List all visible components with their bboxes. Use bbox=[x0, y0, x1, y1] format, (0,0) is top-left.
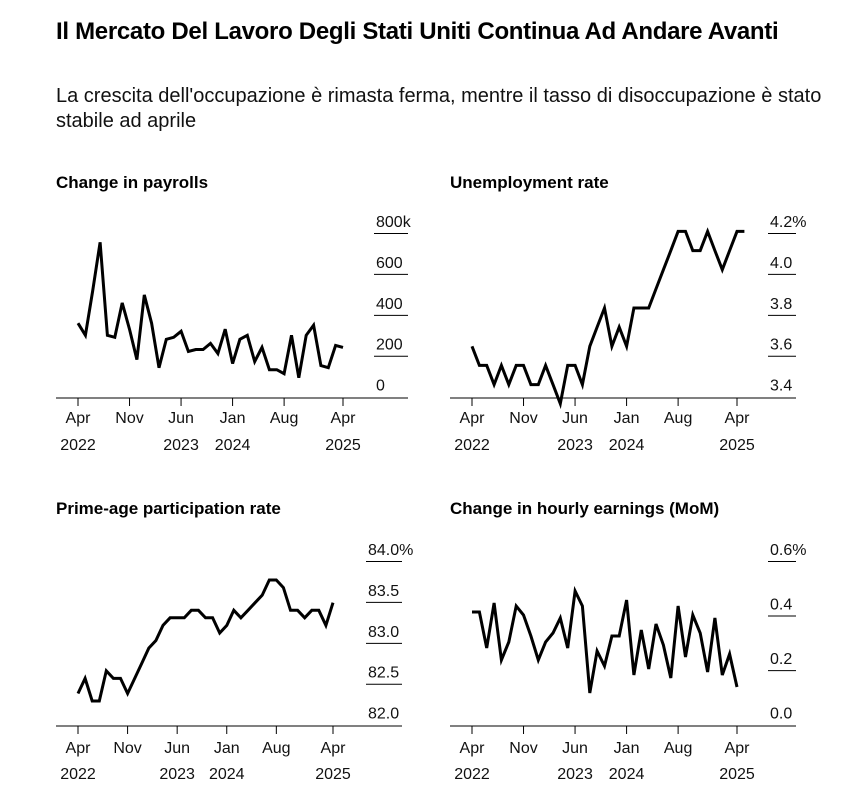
panel-payrolls: Change in payrolls 800k 600 400 200 0 Apr 2022 N… bbox=[56, 173, 412, 454]
x-tick-label: 2024 bbox=[609, 766, 645, 783]
y-tick-label: 0.0 bbox=[770, 706, 792, 723]
x-tick-label: 2024 bbox=[215, 437, 251, 454]
y-tick-label: 84.0% bbox=[368, 542, 413, 559]
x-tick-label: Jun bbox=[164, 740, 190, 757]
x-tick-label: Jan bbox=[220, 410, 246, 427]
y-tick-label: 0.6% bbox=[770, 542, 806, 559]
chart-subtitle: La crescita dell'occupazione è rimasta f… bbox=[56, 85, 822, 132]
panel-title: Change in hourly earnings (MoM) bbox=[450, 499, 719, 518]
x-tick-label: Nov bbox=[509, 410, 537, 427]
x-tick-label: Apr bbox=[66, 410, 92, 427]
series-line bbox=[470, 227, 745, 410]
x-tick-label: 2024 bbox=[609, 437, 645, 454]
x-tick-label: Aug bbox=[262, 740, 290, 757]
x-tick-label: Apr bbox=[321, 740, 347, 757]
y-tick-label: 83.0 bbox=[368, 624, 399, 641]
x-tick-label: Aug bbox=[664, 410, 692, 427]
y-tick-label: 4.2% bbox=[770, 214, 806, 231]
y-tick-label: 3.6 bbox=[770, 337, 792, 354]
y-tick-label: 200 bbox=[376, 337, 403, 354]
series-line bbox=[76, 578, 335, 703]
x-tick-label: 2023 bbox=[557, 766, 593, 783]
x-tick-label: Nov bbox=[113, 740, 141, 757]
x-tick-label: Apr bbox=[725, 740, 751, 757]
y-tick-label: 800k bbox=[376, 214, 412, 231]
x-tick-label: Apr bbox=[460, 740, 486, 757]
x-tick-label: Apr bbox=[66, 740, 92, 757]
x-tick-label: Nov bbox=[509, 740, 537, 757]
x-tick-label: 2022 bbox=[60, 766, 96, 783]
y-tick-label: 83.5 bbox=[368, 583, 399, 600]
y-tick-label: 3.8 bbox=[770, 296, 792, 313]
x-tick-label: 2024 bbox=[209, 766, 245, 783]
x-tick-label: Jun bbox=[562, 410, 588, 427]
x-tick-label: Jun bbox=[562, 740, 588, 757]
x-tick-label: Aug bbox=[664, 740, 692, 757]
x-tick-label: 2025 bbox=[325, 437, 361, 454]
x-tick-label: Aug bbox=[270, 410, 298, 427]
y-tick-label: 0 bbox=[376, 378, 385, 395]
x-tick-label: 2025 bbox=[719, 437, 755, 454]
x-tick-label: Apr bbox=[331, 410, 357, 427]
x-tick-label: 2025 bbox=[719, 766, 755, 783]
x-tick-label: Jan bbox=[614, 740, 640, 757]
x-tick-label: Apr bbox=[725, 410, 751, 427]
x-tick-label: 2025 bbox=[315, 766, 351, 783]
y-tick-label: 4.0 bbox=[770, 255, 792, 272]
panel-title: Unemployment rate bbox=[450, 173, 609, 192]
y-tick-label: 0.2 bbox=[770, 651, 792, 668]
y-tick-label: 400 bbox=[376, 296, 403, 313]
series-line bbox=[76, 242, 344, 379]
x-tick-label: 2023 bbox=[159, 766, 195, 783]
x-tick-label: Nov bbox=[115, 410, 143, 427]
panel-unemployment-rate: Unemployment rate 4.2% 4.0 3.8 3.6 3.4 Apr 2022… bbox=[450, 173, 806, 454]
y-tick-label: 0.4 bbox=[770, 597, 792, 614]
y-tick-label: 3.4 bbox=[770, 378, 792, 395]
x-tick-label: 2023 bbox=[163, 437, 199, 454]
y-tick-label: 82.5 bbox=[368, 665, 399, 682]
y-tick-label: 600 bbox=[376, 255, 403, 272]
chart-title: Il Mercato Del Lavoro Degli Stati Uniti … bbox=[56, 18, 779, 45]
panel-title: Prime-age participation rate bbox=[56, 499, 281, 518]
x-tick-label: Jun bbox=[168, 410, 194, 427]
panel-title: Change in payrolls bbox=[56, 173, 208, 192]
x-tick-label: 2022 bbox=[60, 437, 96, 454]
panel-participation-rate: Prime-age participation rate 84.0% 83.5 83.… bbox=[56, 499, 413, 783]
x-tick-label: 2022 bbox=[454, 437, 490, 454]
series-line bbox=[472, 585, 739, 694]
x-tick-label: 2023 bbox=[557, 437, 593, 454]
x-tick-label: Jan bbox=[214, 740, 240, 757]
panel-hourly-earnings: Change in hourly earnings (MoM) 0.6% 0.4 0.… bbox=[450, 499, 806, 783]
y-tick-label: 82.0 bbox=[368, 706, 399, 723]
x-tick-label: Jan bbox=[614, 410, 640, 427]
x-tick-label: Apr bbox=[460, 410, 486, 427]
x-tick-label: 2022 bbox=[454, 766, 490, 783]
